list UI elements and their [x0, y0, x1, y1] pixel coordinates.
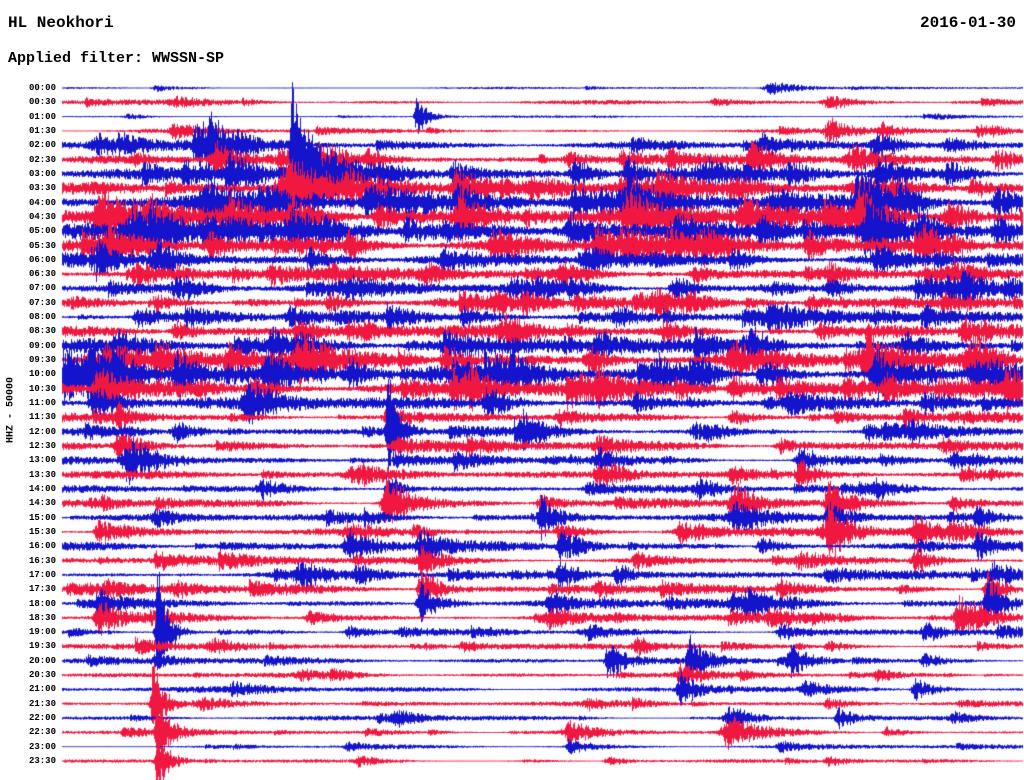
- time-label: 21:00: [28, 684, 56, 695]
- time-label: 05:30: [28, 240, 56, 251]
- time-labels-column: 00:00 00:30 01:00 01:30 02:00 02:30 03:00 03:30…: [0, 0, 58, 780]
- time-label: 12:30: [28, 441, 56, 451]
- time-label: 06:30: [28, 269, 56, 280]
- time-label: 07:30: [28, 297, 56, 308]
- time-label: 03:30: [28, 183, 56, 194]
- time-label: 11:30: [28, 412, 56, 423]
- time-label: 17:00: [28, 569, 56, 580]
- time-label: 10:30: [28, 383, 56, 394]
- time-label: 04:30: [28, 211, 56, 222]
- time-label: 21:30: [28, 698, 56, 709]
- time-label: 11:00: [28, 398, 56, 409]
- time-label: 03:00: [28, 168, 56, 179]
- time-label: 08:00: [28, 312, 56, 323]
- time-label: 00:30: [28, 97, 56, 108]
- time-label: 22:00: [28, 713, 56, 724]
- filter-label: Applied filter: WWSSN-SP: [8, 50, 225, 67]
- time-label: 18:30: [28, 612, 56, 623]
- time-label: 01:00: [28, 111, 56, 122]
- time-label: 14:30: [28, 498, 56, 509]
- time-label: 15:30: [28, 526, 56, 537]
- time-label: 04:00: [28, 197, 56, 208]
- time-label: 07:00: [28, 283, 56, 294]
- time-label: 16:00: [28, 541, 56, 552]
- time-label: 06:00: [28, 254, 56, 265]
- time-label: 16:30: [28, 555, 56, 566]
- time-label: 20:30: [28, 670, 56, 681]
- time-label: 09:00: [28, 340, 56, 351]
- time-label: 09:30: [28, 355, 56, 366]
- time-label: 17:30: [28, 584, 56, 595]
- time-label: 12:00: [28, 426, 56, 437]
- time-label: 01:30: [28, 125, 56, 136]
- time-label: 02:30: [28, 154, 56, 165]
- time-label: 00:00: [28, 83, 56, 93]
- time-label: 13:00: [28, 455, 56, 466]
- time-label: 02:00: [28, 140, 56, 151]
- time-label: 23:00: [28, 741, 56, 752]
- time-label: 13:30: [28, 469, 56, 480]
- time-label: 10:00: [28, 369, 56, 380]
- time-label: 19:30: [28, 641, 56, 652]
- time-label: 08:30: [28, 326, 56, 337]
- time-label: 23:30: [28, 756, 56, 767]
- date-label: 2016-01-30: [919, 14, 1016, 32]
- time-label: 19:00: [28, 627, 56, 638]
- time-label: 14:00: [28, 483, 56, 494]
- time-label: 22:30: [28, 727, 56, 738]
- time-label: 18:00: [28, 598, 56, 609]
- time-label: 15:00: [28, 512, 56, 523]
- time-label: 05:00: [28, 226, 56, 237]
- station-name: HL Neokhori: [8, 14, 114, 32]
- time-label: 20:00: [28, 655, 56, 666]
